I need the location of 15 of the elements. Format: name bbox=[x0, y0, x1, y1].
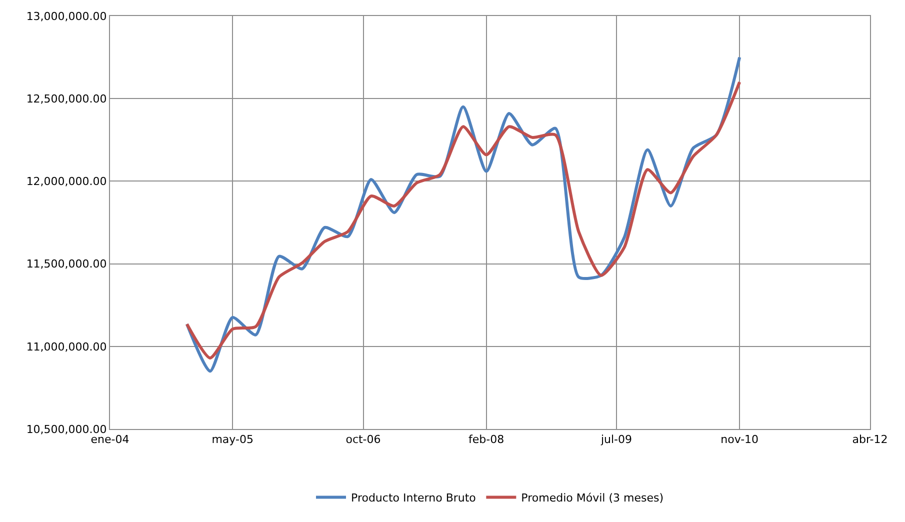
x-tick-label: oct-06 bbox=[346, 433, 381, 446]
legend-label: Producto Interno Bruto bbox=[351, 491, 476, 504]
y-tick-label: 12,000,000.00 bbox=[26, 175, 107, 188]
x-tick-label: may-05 bbox=[212, 433, 254, 446]
x-tick-label: ene-04 bbox=[90, 433, 130, 446]
x-tick-label: feb-08 bbox=[468, 433, 504, 446]
x-tick-label: jul-09 bbox=[600, 433, 632, 446]
y-tick-label: 11,000,000.00 bbox=[26, 340, 107, 354]
y-tick-label: 10,500,000.00 bbox=[26, 422, 107, 436]
x-tick-label: nov-10 bbox=[720, 433, 759, 446]
x-tick-label: abr-12 bbox=[852, 433, 888, 446]
y-tick-label: 12,500,000.00 bbox=[26, 92, 107, 106]
y-tick-label: 11,500,000.00 bbox=[26, 258, 107, 271]
y-tick-label: 13,000,000.00 bbox=[26, 10, 107, 23]
legend-label: Promedio Móvil (3 meses) bbox=[521, 491, 664, 504]
